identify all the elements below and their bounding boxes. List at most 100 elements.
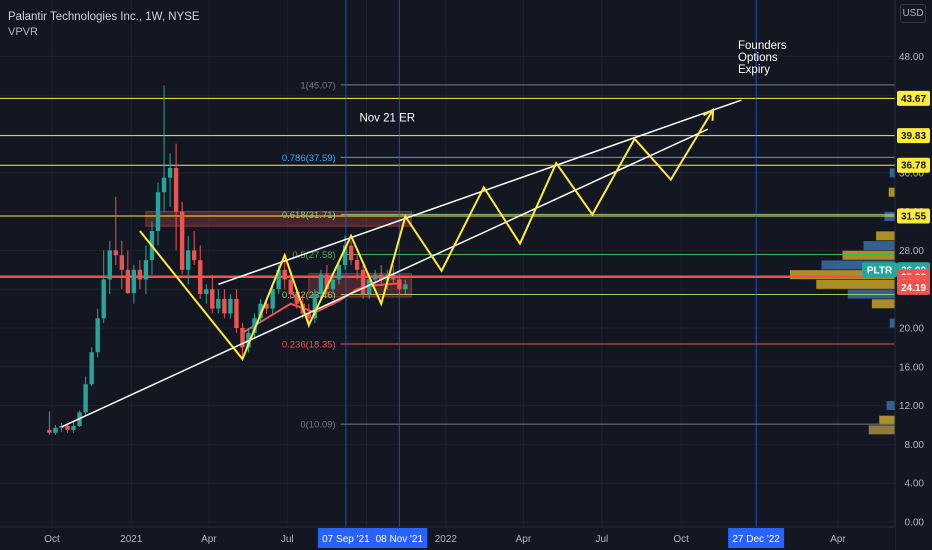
candle-body bbox=[330, 279, 336, 290]
candle-body bbox=[222, 298, 227, 314]
volume-profile-bar bbox=[790, 270, 895, 280]
candle-body bbox=[379, 274, 384, 280]
price-tick-label: 12.00 bbox=[899, 401, 924, 412]
price-tag-label: 43.67 bbox=[901, 94, 926, 105]
candle-body bbox=[137, 269, 143, 280]
price-tag-bg bbox=[897, 90, 930, 106]
time-tick-label: Oct bbox=[673, 534, 689, 545]
time-tick-label: Jul bbox=[281, 534, 294, 545]
trend-channel-lower bbox=[61, 128, 709, 428]
price-tick-label: 28.00 bbox=[899, 246, 924, 257]
candle-body bbox=[372, 274, 378, 280]
volume-profile-bar bbox=[888, 187, 895, 197]
volume-profile-bar bbox=[889, 318, 895, 328]
candle-body bbox=[113, 250, 118, 256]
expiry-annotation-line: Options bbox=[738, 52, 778, 64]
indicator-label[interactable]: VPVR bbox=[8, 26, 38, 38]
candle-body bbox=[131, 269, 137, 294]
candle-body bbox=[89, 352, 94, 385]
volume-profile-bar bbox=[889, 168, 895, 178]
time-marker-bg bbox=[371, 528, 428, 548]
candle-body bbox=[270, 289, 275, 309]
price-tag-label: 36.78 bbox=[901, 161, 926, 172]
chart-title: Palantir Technologies Inc., 1W, NYSE bbox=[8, 11, 200, 23]
price-tick-label: 16.00 bbox=[899, 362, 924, 373]
symbol-tag-bg bbox=[862, 262, 897, 278]
time-marker-label: 08 Nov '21 bbox=[376, 534, 424, 545]
candle-body bbox=[234, 298, 239, 328]
fib-level-label: 0.618(31.71) bbox=[282, 210, 336, 221]
candle-body bbox=[252, 318, 257, 333]
candle-body bbox=[216, 298, 221, 309]
time-tick-label: Apr bbox=[201, 534, 217, 545]
time-axis-panel bbox=[0, 527, 895, 550]
candle-body bbox=[204, 289, 209, 295]
time-marker-label: 07 Sep '21 bbox=[322, 534, 370, 545]
candle-body bbox=[294, 294, 299, 304]
expiry-annotation-line: Expiry bbox=[738, 64, 770, 76]
candle-body bbox=[288, 279, 293, 295]
price-tick-label: 8.00 bbox=[905, 440, 925, 451]
candle-body bbox=[403, 284, 408, 290]
price-tag-bg bbox=[897, 157, 930, 173]
candle-body bbox=[71, 425, 76, 430]
zigzag-arrowhead bbox=[703, 107, 715, 121]
price-tag-bg bbox=[897, 208, 930, 224]
time-tick-label: Jul bbox=[595, 534, 608, 545]
price-tick-label: 48.00 bbox=[899, 52, 924, 63]
symbol-tag-label: PLTR bbox=[867, 265, 893, 276]
candle-body bbox=[125, 269, 131, 294]
candle-body bbox=[282, 269, 287, 280]
candle-body bbox=[53, 427, 58, 433]
price-tag-label: 24.19 bbox=[901, 283, 926, 294]
candle-body bbox=[101, 279, 106, 319]
time-tick-label: 2021 bbox=[120, 534, 143, 545]
price-tick-label: 0.00 bbox=[905, 518, 925, 529]
candle-body bbox=[155, 192, 161, 231]
candle-body bbox=[360, 269, 366, 295]
fib-level-label: 0.236(18.35) bbox=[282, 340, 336, 351]
candle-body bbox=[312, 294, 318, 319]
candle-body bbox=[210, 289, 215, 309]
time-marker-label: 27 Dec '22 bbox=[732, 534, 780, 545]
candle-body bbox=[258, 303, 263, 319]
price-tick-label: 36.00 bbox=[899, 168, 924, 179]
candle-body bbox=[324, 274, 330, 290]
candle-body bbox=[354, 260, 360, 270]
fib-level-label: 0(10.09) bbox=[300, 420, 335, 431]
price-tick-label: 20.00 bbox=[899, 324, 924, 335]
candle-body bbox=[173, 167, 179, 212]
volume-profile-bar bbox=[871, 299, 895, 309]
fib-level-label: 1(45.07) bbox=[300, 80, 335, 91]
candle-body bbox=[83, 384, 88, 413]
trend-channel-upper bbox=[218, 99, 742, 286]
candle-body bbox=[119, 255, 125, 270]
fib-level-label: 0.786(37.59) bbox=[282, 153, 336, 164]
candle-body bbox=[228, 298, 233, 314]
moving-average-line bbox=[241, 282, 400, 334]
candle-body bbox=[192, 250, 197, 261]
candle-body bbox=[366, 279, 372, 295]
candle-body bbox=[95, 318, 100, 353]
price-tag-bg bbox=[897, 128, 930, 144]
time-tick-label: 2022 bbox=[435, 534, 458, 545]
candle-body bbox=[167, 167, 173, 178]
candle-body bbox=[306, 313, 312, 319]
volume-profile-bar bbox=[879, 415, 895, 425]
candle-body bbox=[47, 429, 52, 433]
time-tick-label: Oct bbox=[44, 534, 60, 545]
candle-body bbox=[240, 328, 245, 348]
price-tag-label: 31.55 bbox=[901, 211, 926, 222]
zone-rect bbox=[145, 211, 412, 227]
currency-button[interactable]: USD bbox=[900, 4, 926, 23]
price-tick-label: 4.00 bbox=[905, 479, 925, 490]
volume-profile-bar bbox=[821, 260, 895, 270]
candle-body bbox=[179, 211, 185, 270]
zigzag-projection-line bbox=[139, 109, 714, 361]
grid-group bbox=[0, 0, 895, 527]
earnings-annotation: Nov 21 ER bbox=[359, 112, 415, 124]
volume-profile-bar bbox=[863, 241, 895, 251]
time-marker-bg bbox=[728, 528, 785, 548]
